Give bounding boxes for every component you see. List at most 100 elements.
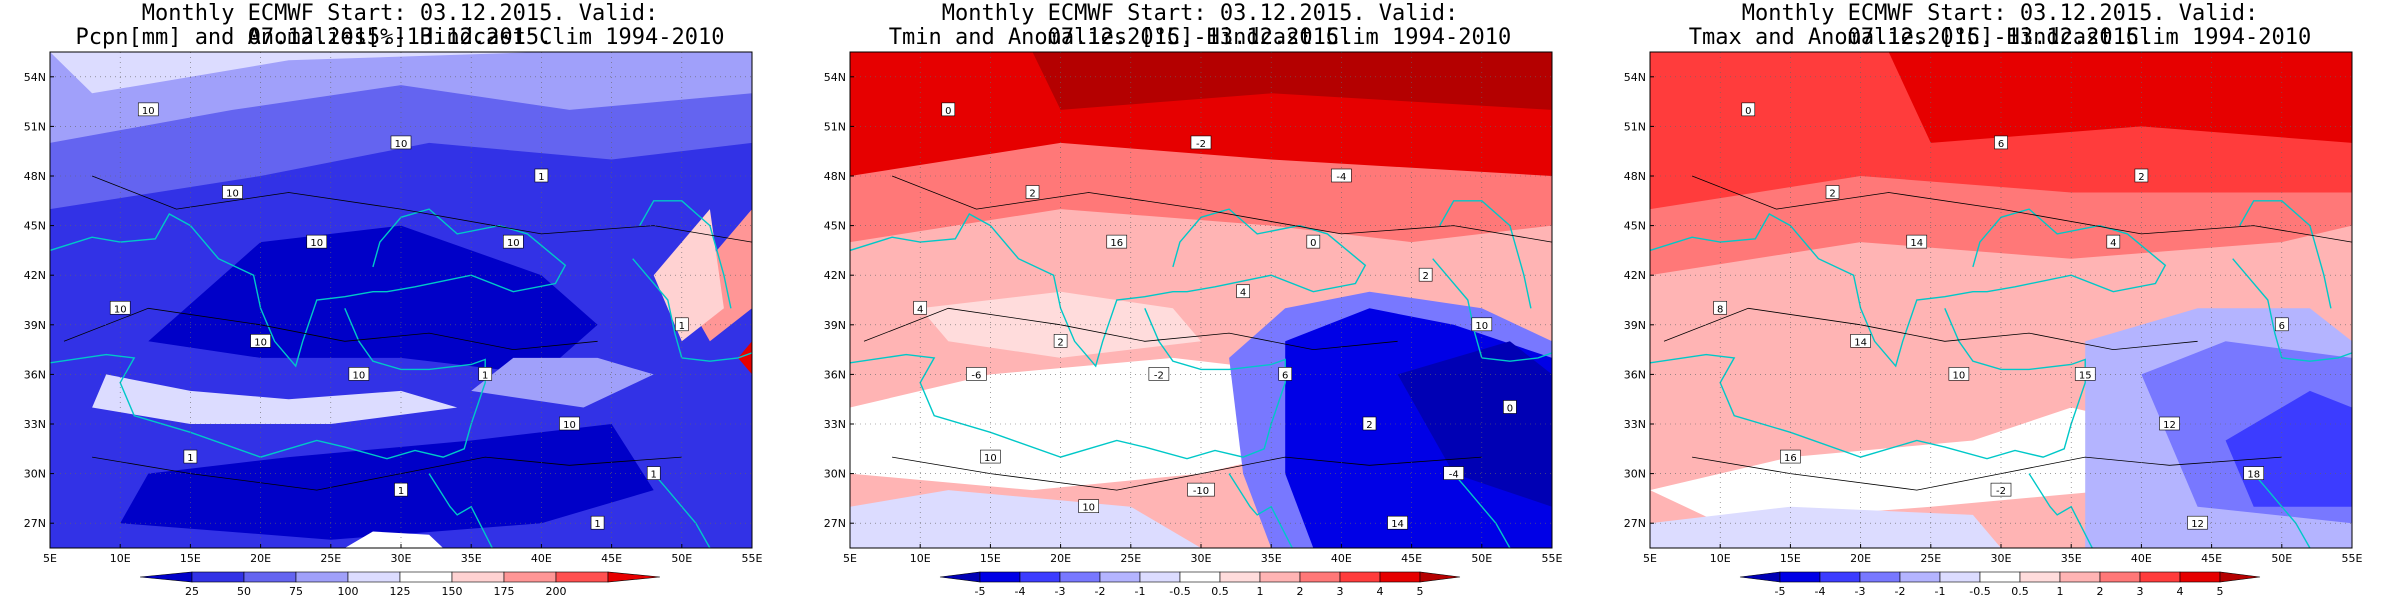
coastline (2239, 200, 2332, 309)
contour-label: 2 (1418, 267, 1433, 282)
colorbar: -5 -4 -3 -2 -1 -0.5 0.5 1 2 3 4 5 (939, 571, 1461, 598)
colorbar-segment (2179, 571, 2221, 583)
colorbar-segment (555, 571, 609, 583)
contour-label: -10 (1187, 482, 1215, 497)
latitude-tick-label: 30N (24, 468, 46, 481)
longitude-tick-label: 45E (1401, 552, 1422, 565)
svg-text:-4: -4 (1336, 172, 1346, 183)
longitude-tick-label: 35E (1261, 552, 1282, 565)
contour-line (91, 175, 752, 243)
colorbar-label: 1 (1257, 585, 1264, 598)
svg-text:14: 14 (1910, 238, 1923, 249)
svg-text:2: 2 (2138, 172, 2144, 183)
svg-text:10: 10 (1082, 503, 1095, 514)
latitude-tick-label: 48N (24, 170, 46, 183)
contour-label: 4 (913, 300, 927, 315)
contour-label: 1 (478, 367, 493, 381)
svg-text:10: 10 (1475, 321, 1488, 332)
colorbar-label: -2 (1895, 585, 1906, 598)
colorbar-label: 150 (442, 585, 463, 598)
latitude-tick-label: 54N (824, 71, 846, 84)
contour-label: 8 (1713, 300, 1727, 315)
latitude-tick-label: 33N (824, 418, 846, 431)
longitude-tick-label: 55E (1542, 552, 1563, 565)
svg-text:14: 14 (1391, 519, 1404, 530)
colorbar-label: 3 (2137, 585, 2144, 598)
colorbar-label: -4 (1015, 585, 1026, 598)
contour-line (63, 307, 598, 351)
svg-text:0: 0 (1507, 403, 1513, 414)
svg-text:6: 6 (1998, 139, 2004, 150)
longitude-tick-label: 30E (391, 552, 412, 565)
contour-label: 10 (1078, 499, 1099, 514)
contour-label: 16 (1780, 449, 1801, 464)
colorbar-segment (2059, 571, 2101, 583)
contour-label: 14 (1850, 334, 1871, 348)
longitude-tick-label: 30E (1191, 552, 1212, 565)
contour-label: -6 (966, 367, 987, 381)
panel-title-line2: Pcpn[mm] and Anomalies[%] Hindcast Clim … (75, 25, 725, 50)
svg-text:4: 4 (917, 304, 923, 315)
longitude-tick-label: 20E (250, 552, 271, 565)
svg-text:10: 10 (310, 238, 323, 249)
contour-label: 15 (2074, 367, 2096, 381)
svg-text:10: 10 (114, 304, 127, 315)
colorbar-segment (1419, 571, 1461, 583)
svg-text:-10: -10 (1193, 486, 1209, 497)
svg-text:-4: -4 (1449, 470, 1459, 481)
anomaly-shading (471, 357, 654, 408)
svg-text:10: 10 (1953, 370, 1966, 381)
latitude-tick-label: 51N (1624, 120, 1646, 133)
contour-label: 6 (1994, 135, 2008, 150)
colorbar-segment (939, 571, 981, 583)
colorbar-label: 4 (2177, 585, 2184, 598)
contour-label: 1 (534, 168, 549, 183)
svg-text:1: 1 (679, 321, 685, 332)
contour-label: 10 (109, 300, 131, 315)
svg-text:10: 10 (395, 139, 408, 150)
longitude-tick-label: 5E (843, 552, 857, 565)
longitude-tick-label: 50E (2271, 552, 2292, 565)
contour-label: 6 (2274, 317, 2289, 332)
colorbar-segment (2099, 571, 2141, 583)
svg-text:1: 1 (651, 470, 657, 481)
contour-label: -2 (1190, 135, 1212, 150)
contour-label: 4 (2106, 234, 2121, 249)
longitude-tick-label: 15E (980, 552, 1001, 565)
latitude-tick-label: 36N (1624, 368, 1646, 381)
coastline (681, 352, 752, 362)
svg-text:-2: -2 (1196, 139, 1206, 150)
colorbar-label: 75 (289, 585, 303, 598)
coastline (850, 208, 1367, 368)
colorbar-segment (451, 571, 505, 583)
latitude-tick-label: 42N (824, 269, 846, 282)
latitude-tick-label: 42N (1624, 269, 1646, 282)
panel-title-line1: Monthly ECMWF Start: 03.12.2015. Valid: … (941, 1, 1459, 50)
svg-text:10: 10 (507, 238, 520, 249)
svg-text:-2: -2 (1996, 486, 2006, 497)
colorbar-segment (1379, 571, 1421, 583)
anomaly-shading (120, 424, 654, 540)
latitude-tick-label: 54N (24, 71, 46, 84)
svg-text:0: 0 (1745, 106, 1751, 117)
svg-text:10: 10 (142, 106, 155, 117)
contour-label: 0 (1741, 102, 1756, 117)
colorbar-segment (1859, 571, 1901, 583)
colorbar-segment (295, 571, 349, 583)
svg-text:12: 12 (2191, 519, 2204, 530)
longitude-tick-label: 25E (320, 552, 341, 565)
latitude-tick-label: 30N (824, 468, 846, 481)
svg-text:1: 1 (538, 172, 544, 183)
contour-label: 1 (394, 482, 408, 497)
svg-text:15: 15 (2079, 370, 2092, 381)
colorbar-segment (1779, 571, 1821, 583)
contour-label: 18 (2243, 466, 2265, 481)
contour-line (891, 175, 1552, 243)
coastline (1228, 473, 1294, 548)
svg-text:10: 10 (226, 189, 239, 200)
anomaly-shading (1888, 52, 2352, 143)
longitude-tick-label: 30E (1991, 552, 2012, 565)
longitude-tick-label: 10E (110, 552, 131, 565)
coastline (1432, 258, 1483, 359)
longitude-tick-label: 45E (601, 552, 622, 565)
